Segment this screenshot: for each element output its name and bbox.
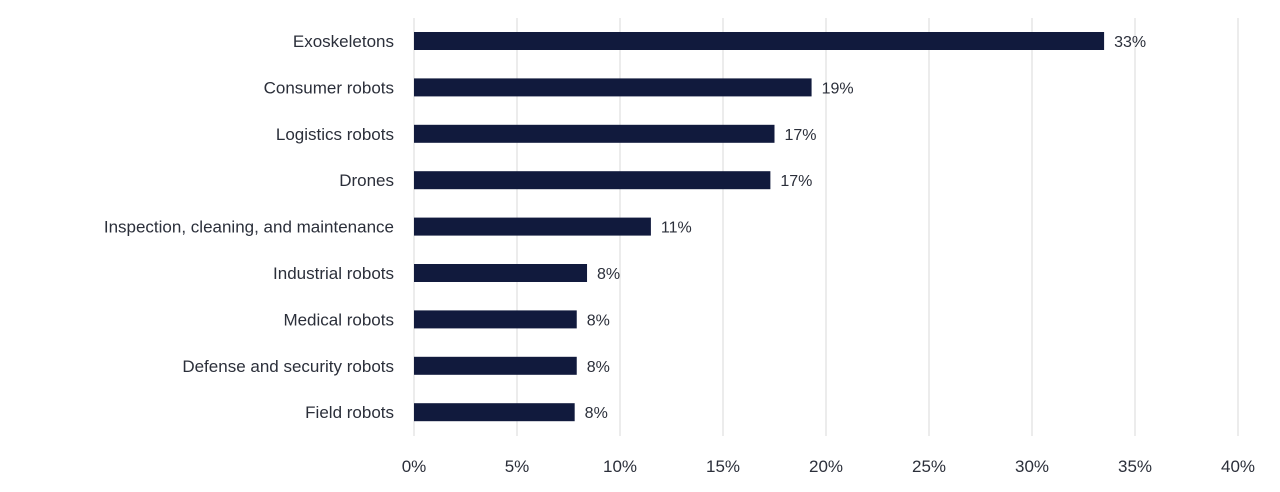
x-tick-label: 25%: [912, 457, 946, 476]
data-label: 33%: [1114, 34, 1146, 51]
data-label: 8%: [587, 312, 610, 329]
bar: [414, 124, 775, 143]
category-label: Logistics robots: [276, 125, 394, 144]
data-label: 8%: [585, 405, 608, 422]
x-tick-label: 15%: [706, 457, 740, 476]
data-label: 17%: [780, 173, 812, 190]
x-tick-label: 40%: [1221, 457, 1255, 476]
data-label: 19%: [822, 80, 854, 97]
x-axis-tick-labels: 0% 5% 10% 15% 20% 25% 30% 35% 40%: [402, 457, 1255, 476]
x-tick-label: 20%: [809, 457, 843, 476]
category-label: Field robots: [305, 403, 394, 422]
x-tick-label: 30%: [1015, 457, 1049, 476]
data-label: 8%: [597, 266, 620, 283]
bar: [414, 78, 812, 97]
data-labels: 33% 19% 17% 17% 11% 8% 8% 8% 8%: [585, 34, 1146, 422]
bar: [414, 32, 1105, 50]
bar: [414, 264, 588, 282]
category-label: Exoskeletons: [293, 32, 394, 51]
bar: [414, 310, 577, 329]
bar: [414, 217, 651, 236]
data-label: 11%: [661, 220, 692, 237]
category-label: Consumer robots: [264, 78, 394, 97]
category-label: Drones: [339, 171, 394, 190]
data-label: 8%: [587, 359, 610, 376]
x-tick-label: 35%: [1118, 457, 1152, 476]
x-tick-label: 0%: [402, 457, 427, 476]
category-label: Industrial robots: [273, 264, 394, 283]
x-tick-label: 5%: [505, 457, 530, 476]
category-labels: Exoskeletons Consumer robots Logistics rob…: [104, 32, 394, 422]
category-label: Inspection, cleaning, and maintenance: [104, 218, 394, 237]
category-label: Medical robots: [283, 310, 394, 329]
bar: [414, 356, 577, 375]
bars: [414, 32, 1105, 422]
category-label: Defense and security robots: [182, 357, 394, 376]
data-label: 17%: [785, 127, 817, 144]
bar: [414, 171, 771, 190]
x-tick-label: 10%: [603, 457, 637, 476]
bar: [414, 403, 575, 422]
